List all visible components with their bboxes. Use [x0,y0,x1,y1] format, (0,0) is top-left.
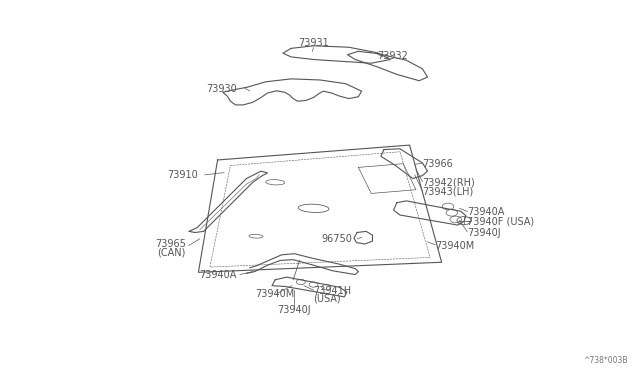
Text: 73931: 73931 [298,38,329,48]
Text: (USA): (USA) [314,294,341,303]
Text: 73932: 73932 [378,51,408,61]
Text: 73941H: 73941H [314,286,352,296]
Text: 73942(RH): 73942(RH) [422,177,475,187]
Text: (CAN): (CAN) [157,247,186,257]
Text: 73940A: 73940A [200,270,237,279]
Text: 73965: 73965 [155,239,186,248]
Text: ^738*003B: ^738*003B [582,356,627,365]
Text: 73966: 73966 [422,159,453,169]
Text: 73930: 73930 [206,84,237,94]
Text: 73940A: 73940A [467,207,504,217]
Text: 73940M: 73940M [435,241,474,250]
Text: 73910: 73910 [168,170,198,180]
Text: 73940M: 73940M [255,289,295,299]
Text: 73943(LH): 73943(LH) [422,187,474,196]
Text: 73940J: 73940J [467,228,501,237]
Text: 96750: 96750 [321,234,352,244]
Text: 73940J: 73940J [278,305,311,314]
Text: 73940F (USA): 73940F (USA) [467,217,534,226]
